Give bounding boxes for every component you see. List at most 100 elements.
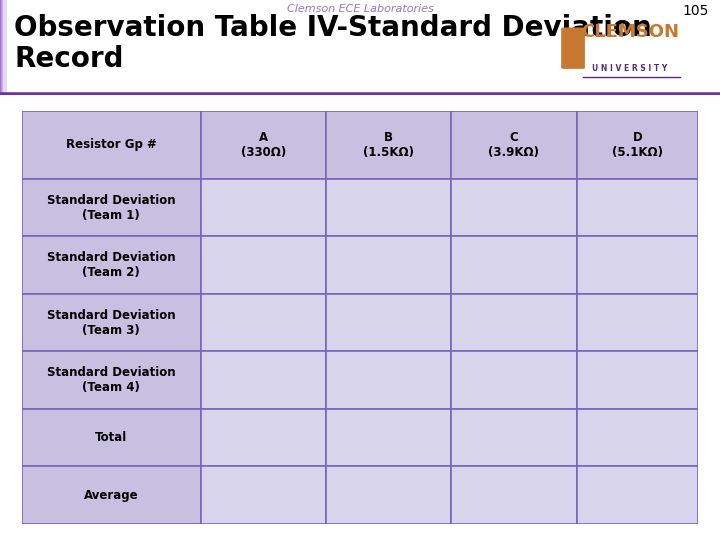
- Bar: [1, 0, 5, 94]
- Bar: [1, 0, 4, 94]
- Bar: [2, 0, 6, 94]
- Bar: [3, 0, 6, 94]
- Bar: [2, 0, 6, 94]
- Bar: [4, 0, 7, 94]
- Bar: [3, 0, 6, 94]
- Bar: [2, 0, 6, 94]
- Bar: [326, 294, 451, 352]
- Bar: [3, 0, 6, 94]
- Bar: [1, 0, 5, 94]
- Bar: [1, 0, 4, 94]
- Bar: [2, 0, 6, 94]
- Bar: [2, 0, 6, 94]
- Bar: [1, 0, 5, 94]
- Bar: [0, 0, 4, 94]
- Bar: [451, 467, 577, 524]
- Bar: [0, 0, 4, 94]
- Text: U N I V E R S I T Y: U N I V E R S I T Y: [593, 64, 667, 72]
- Bar: [1, 0, 4, 94]
- Bar: [326, 352, 451, 409]
- Bar: [2, 0, 6, 94]
- Bar: [3, 0, 6, 94]
- Bar: [451, 409, 577, 467]
- Bar: [201, 179, 326, 237]
- Bar: [1, 0, 4, 94]
- Text: Standard Deviation
(Team 2): Standard Deviation (Team 2): [47, 251, 176, 279]
- Bar: [451, 111, 577, 179]
- Bar: [2, 0, 6, 94]
- Bar: [0, 0, 4, 94]
- Bar: [2, 0, 6, 94]
- Bar: [2, 0, 6, 94]
- Bar: [3, 0, 6, 94]
- Bar: [3, 0, 6, 94]
- Bar: [1, 0, 4, 94]
- Bar: [1, 0, 4, 94]
- Bar: [1, 0, 5, 94]
- Bar: [2, 0, 6, 94]
- Bar: [3, 0, 6, 94]
- Bar: [1, 0, 5, 94]
- Text: Standard Deviation
(Team 1): Standard Deviation (Team 1): [47, 194, 176, 221]
- Bar: [1, 0, 4, 94]
- Bar: [22, 467, 201, 524]
- Text: A
(330Ω): A (330Ω): [241, 131, 286, 159]
- Bar: [577, 467, 698, 524]
- Bar: [3, 0, 6, 94]
- Bar: [4, 0, 7, 94]
- Bar: [2, 0, 6, 94]
- Bar: [1, 0, 5, 94]
- Bar: [1, 0, 5, 94]
- Bar: [3, 0, 6, 94]
- Text: D
(5.1KΩ): D (5.1KΩ): [612, 131, 663, 159]
- Bar: [4, 0, 7, 94]
- Bar: [4, 0, 7, 94]
- Bar: [577, 237, 698, 294]
- Bar: [1, 0, 4, 94]
- Bar: [4, 0, 7, 94]
- Bar: [1, 0, 5, 94]
- Bar: [2, 0, 6, 94]
- Bar: [0, 0, 4, 94]
- Bar: [3, 0, 6, 94]
- Bar: [3, 0, 6, 94]
- Bar: [1, 0, 4, 94]
- Bar: [0, 0, 4, 94]
- Bar: [2, 0, 6, 94]
- Bar: [1, 0, 4, 94]
- Bar: [1, 0, 5, 94]
- Bar: [1, 0, 5, 94]
- Bar: [3, 0, 6, 94]
- Bar: [0, 0, 4, 94]
- FancyBboxPatch shape: [562, 28, 585, 69]
- Bar: [4, 0, 7, 94]
- Bar: [1, 0, 4, 94]
- Bar: [0, 0, 4, 94]
- Bar: [1, 0, 5, 94]
- Bar: [577, 111, 698, 179]
- Bar: [577, 294, 698, 352]
- Bar: [22, 237, 201, 294]
- Bar: [1, 0, 5, 94]
- Bar: [1, 0, 4, 94]
- Bar: [3, 0, 6, 94]
- Bar: [3, 0, 6, 94]
- Bar: [1, 0, 5, 94]
- Bar: [0, 0, 4, 94]
- Bar: [201, 409, 326, 467]
- Bar: [451, 352, 577, 409]
- Bar: [1, 0, 5, 94]
- Bar: [2, 0, 6, 94]
- Bar: [2, 0, 6, 94]
- Bar: [2, 0, 6, 94]
- Bar: [1, 0, 5, 94]
- Bar: [451, 179, 577, 237]
- Bar: [22, 179, 201, 237]
- Bar: [4, 0, 7, 94]
- Bar: [0, 0, 4, 94]
- Bar: [4, 0, 7, 94]
- Bar: [1, 0, 5, 94]
- Bar: [3, 0, 6, 94]
- Bar: [22, 409, 201, 467]
- Bar: [1, 0, 4, 94]
